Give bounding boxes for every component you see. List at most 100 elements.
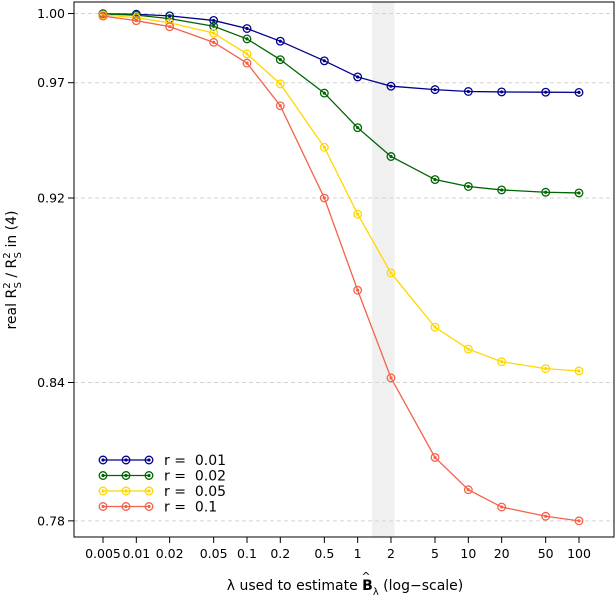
data-point-center bbox=[544, 514, 548, 518]
data-point bbox=[574, 87, 584, 97]
data-point bbox=[541, 187, 551, 197]
x-tick-label: 0.05 bbox=[200, 546, 228, 561]
y-tick-label: 0.78 bbox=[37, 513, 65, 528]
data-point-center bbox=[212, 18, 216, 23]
x-tick-label: 2 bbox=[387, 546, 395, 561]
legend-label: r = 0.05 bbox=[164, 484, 226, 500]
data-point-center bbox=[500, 505, 504, 509]
data-point bbox=[353, 72, 363, 82]
data-point bbox=[463, 344, 473, 354]
data-point-center bbox=[356, 212, 360, 216]
legend-marker-center bbox=[101, 504, 105, 509]
x-tick-label: 100 bbox=[567, 546, 591, 561]
data-point-center bbox=[212, 31, 216, 35]
legend-marker bbox=[121, 455, 131, 465]
data-point bbox=[463, 182, 473, 191]
data-point bbox=[574, 188, 584, 198]
data-point-center bbox=[500, 90, 504, 94]
legend-label: r = 0.1 bbox=[164, 500, 217, 516]
data-point-center bbox=[322, 59, 326, 63]
data-point bbox=[497, 502, 507, 512]
data-point bbox=[319, 193, 329, 203]
data-point-center bbox=[577, 369, 581, 373]
data-point-center bbox=[356, 288, 360, 292]
data-point-center bbox=[433, 88, 437, 92]
y-tick-label: 0.84 bbox=[37, 375, 65, 390]
data-point-center bbox=[577, 191, 581, 195]
data-point bbox=[275, 79, 285, 89]
plot-frame bbox=[73, 1, 615, 538]
x-axis-title-hat: ^ bbox=[361, 570, 370, 583]
legend-marker bbox=[144, 502, 154, 511]
legend-marker-center bbox=[124, 504, 128, 509]
data-point-center bbox=[500, 360, 504, 364]
data-point bbox=[353, 209, 363, 219]
x-axis: 0.005 0.01 0.02 0.05 0.1 0.2 0.5 1 2 5 10 20 50 100 bbox=[85, 537, 591, 561]
legend-marker bbox=[121, 502, 131, 511]
series-line bbox=[102, 14, 580, 372]
series-line bbox=[102, 13, 580, 94]
data-point-center bbox=[389, 84, 393, 88]
data-point-center bbox=[466, 184, 470, 189]
legend-label: r = 0.01 bbox=[164, 453, 226, 469]
data-point bbox=[541, 364, 551, 374]
legend-marker bbox=[98, 486, 108, 496]
x-tick-label: 5 bbox=[431, 546, 439, 561]
data-point bbox=[319, 142, 329, 152]
legend-label: r = 0.02 bbox=[164, 469, 226, 485]
legend-marker-center bbox=[147, 458, 151, 462]
data-point bbox=[131, 16, 141, 26]
legend-marker-center bbox=[147, 504, 151, 509]
data-point bbox=[319, 88, 329, 98]
data-point-center bbox=[544, 367, 548, 371]
data-point bbox=[209, 37, 219, 47]
legend-marker bbox=[121, 486, 131, 496]
data-point bbox=[463, 485, 473, 495]
data-point-center bbox=[278, 104, 282, 108]
legend-item: r = 0.1 bbox=[98, 500, 217, 516]
data-point-center bbox=[245, 61, 249, 65]
series-r-0-1 bbox=[98, 11, 584, 526]
data-point-center bbox=[577, 519, 581, 523]
legend: r = 0.01r = 0.02r = 0.05r = 0.1 bbox=[98, 453, 226, 516]
x-tick-label: 0.2 bbox=[270, 546, 290, 561]
data-point-center bbox=[577, 90, 581, 94]
data-point-center bbox=[500, 188, 504, 192]
y-axis: 0.78 0.84 0.92 0.97 1.00 bbox=[37, 6, 74, 528]
x-tick-label: 10 bbox=[460, 546, 476, 561]
data-point-center bbox=[245, 26, 249, 31]
data-point-center bbox=[544, 90, 548, 94]
gridlines bbox=[74, 13, 614, 522]
data-point-center bbox=[356, 126, 360, 130]
data-point-center bbox=[212, 40, 216, 44]
data-point bbox=[209, 28, 219, 38]
data-point bbox=[430, 452, 440, 462]
data-point-center bbox=[322, 145, 326, 149]
legend-item: r = 0.02 bbox=[98, 469, 226, 485]
legend-marker bbox=[98, 471, 108, 480]
data-point bbox=[463, 87, 473, 96]
data-point-center bbox=[278, 39, 282, 43]
data-point-center bbox=[278, 82, 282, 86]
x-tick-label: 0.02 bbox=[156, 546, 184, 561]
data-point bbox=[386, 152, 396, 161]
data-point-center bbox=[433, 455, 437, 460]
data-point-center bbox=[278, 58, 282, 62]
legend-marker bbox=[144, 471, 154, 480]
legend-marker bbox=[144, 486, 154, 496]
x-tick-label: 50 bbox=[538, 546, 554, 561]
legend-marker-center bbox=[124, 458, 128, 462]
data-point-center bbox=[466, 89, 470, 94]
data-point bbox=[430, 175, 440, 185]
legend-marker-center bbox=[101, 489, 105, 493]
data-point bbox=[386, 81, 396, 91]
data-point bbox=[497, 87, 507, 97]
data-point bbox=[541, 511, 551, 521]
data-point-center bbox=[389, 376, 393, 380]
data-point-center bbox=[322, 196, 326, 200]
legend-marker-center bbox=[124, 489, 128, 493]
series-layer bbox=[98, 9, 584, 526]
data-point bbox=[242, 58, 252, 68]
